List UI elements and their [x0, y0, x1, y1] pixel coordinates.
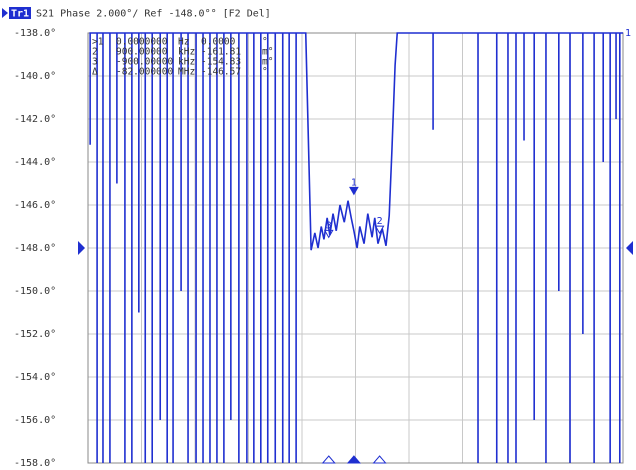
marker-readout: kHz	[178, 57, 195, 68]
y-tick-label: -156.0°	[14, 415, 56, 426]
marker-readout: °	[262, 37, 268, 48]
marker-readout: 3	[92, 57, 98, 68]
trace-id: Tr1	[11, 9, 29, 20]
marker-readout: 0.0000	[201, 37, 236, 48]
ref-marker-right	[626, 241, 633, 255]
y-tick-label: -140.0°	[14, 71, 56, 82]
y-tick-label: -142.0°	[14, 114, 56, 125]
y-tick-label: -158.0°	[14, 458, 56, 469]
marker-readout: m°	[262, 47, 273, 58]
ref-marker-left	[78, 241, 85, 255]
y-tick-label: -148.0°	[14, 243, 56, 254]
marker-readout: -154.83	[201, 57, 241, 68]
marker-axis-pointer	[321, 455, 336, 464]
marker-readout: -900.00000	[116, 57, 173, 68]
marker-readout: 0.0000000	[116, 37, 168, 48]
y-tick-label: -138.0°	[14, 28, 56, 39]
marker-axis-pointer	[372, 455, 387, 464]
y-tick-label: -154.0°	[14, 372, 56, 383]
marker-pointer	[374, 225, 385, 235]
marker-axis-pointer	[346, 455, 361, 464]
marker-readout: kHz	[178, 47, 195, 58]
trace-line	[89, 32, 623, 463]
marker-readout: 2	[92, 47, 98, 58]
trace-header: S21 Phase 2.000°/ Ref -148.0°° [F2 Del]	[36, 9, 271, 20]
y-tick-label: -146.0°	[14, 200, 56, 211]
marker-readout: Δ	[92, 67, 98, 78]
marker-readout: m°	[262, 57, 273, 68]
marker-label: 1	[351, 177, 357, 188]
marker-readout: -161.81	[201, 47, 241, 58]
marker-pointer	[323, 229, 334, 239]
marker-readout: Hz	[178, 37, 189, 48]
marker-readout: °	[262, 67, 268, 78]
y-tick-label: -150.0°	[14, 286, 56, 297]
trace-badge	[9, 7, 31, 19]
marker-readout: -146.57	[201, 67, 241, 78]
marker-label: 2	[377, 216, 383, 227]
marker-pointer	[349, 186, 359, 196]
marker-readout: >1	[92, 37, 104, 48]
marker-label: 3	[326, 220, 332, 231]
marker-readout: MHz	[178, 67, 195, 78]
active-trace-arrow	[2, 8, 8, 18]
y-tick-label: -144.0°	[14, 157, 56, 168]
marker-readout: -82.000000	[116, 67, 173, 78]
y-tick-label: -152.0°	[14, 329, 56, 340]
trace-number: 1	[625, 28, 631, 39]
marker-readout: 900.00000	[116, 47, 168, 58]
